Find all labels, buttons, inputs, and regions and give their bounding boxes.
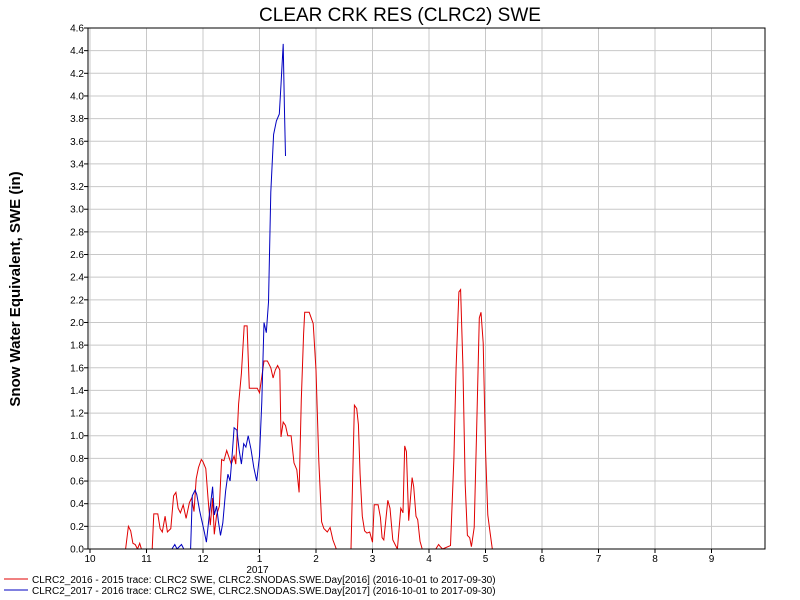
x-year-label: 2017	[246, 565, 269, 576]
x-tick-label: 3	[370, 554, 376, 565]
plot-frame	[87, 27, 766, 550]
y-tick-label: 3.8	[70, 114, 84, 125]
series-line-2016	[125, 288, 765, 549]
y-tick-label: 4.0	[70, 91, 84, 102]
y-tick-label: 3.0	[70, 205, 84, 216]
y-tick-label: 3.4	[70, 159, 84, 170]
y-tick-label: 4.6	[70, 24, 84, 35]
gridlines	[88, 27, 765, 550]
y-tick-label: 4.2	[70, 69, 84, 80]
y-tick-label: 0.2	[70, 522, 84, 533]
x-tick-label: 12	[197, 554, 209, 565]
x-tick-label: 2	[313, 554, 319, 565]
y-tick-label: 1.6	[70, 363, 84, 374]
x-tick-label: 9	[709, 554, 715, 565]
y-tick-label: 0.8	[70, 454, 84, 465]
y-tick-label: 2.2	[70, 295, 84, 306]
y-tick-label: 2.0	[70, 318, 84, 329]
series-line-2017	[171, 43, 286, 549]
x-tick-label: 6	[539, 554, 545, 565]
y-tick-label: 0.6	[70, 477, 84, 488]
y-tick-label: 3.2	[70, 182, 84, 193]
y-tick-label: 0.4	[70, 499, 84, 510]
series-lines	[125, 43, 765, 549]
x-tick-label: 1	[257, 554, 263, 565]
x-tick-label: 7	[596, 554, 602, 565]
y-axis-label: Snow Water Equivalent, SWE (in)	[7, 171, 24, 406]
y-tick-label: 1.0	[70, 431, 84, 442]
legend: CLRC2_2016 - 2015 trace: CLRC2 SWE, CLRC…	[4, 575, 496, 597]
y-tick-label: 3.6	[70, 137, 84, 148]
y-tick-label: 1.4	[70, 386, 84, 397]
legend-entry-label: CLRC2_2017 - 2016 trace: CLRC2 SWE, CLRC…	[32, 586, 496, 597]
axis-ticks: 0.0 0.2 0.4 0.6 0.8 1.0 1.2 1.4 1.6 1.8 2.0 2.2 2.4 2…	[70, 24, 715, 577]
x-tick-label: 8	[652, 554, 658, 565]
chart-title: CLEAR CRK RES (CLRC2) SWE	[259, 5, 541, 26]
y-tick-label: 2.6	[70, 250, 84, 261]
x-tick-label: 5	[483, 554, 489, 565]
x-tick-label: 4	[426, 554, 432, 565]
y-tick-label: 4.4	[70, 46, 84, 57]
legend-entry-label: CLRC2_2016 - 2015 trace: CLRC2 SWE, CLRC…	[32, 575, 496, 586]
y-tick-label: 0.0	[70, 545, 84, 556]
y-tick-label: 2.4	[70, 273, 84, 284]
x-tick-label: 11	[141, 554, 152, 565]
x-tick-label: 10	[84, 554, 96, 565]
y-tick-label: 1.8	[70, 341, 84, 352]
y-tick-label: 1.2	[70, 409, 84, 420]
y-tick-label: 2.8	[70, 227, 84, 238]
